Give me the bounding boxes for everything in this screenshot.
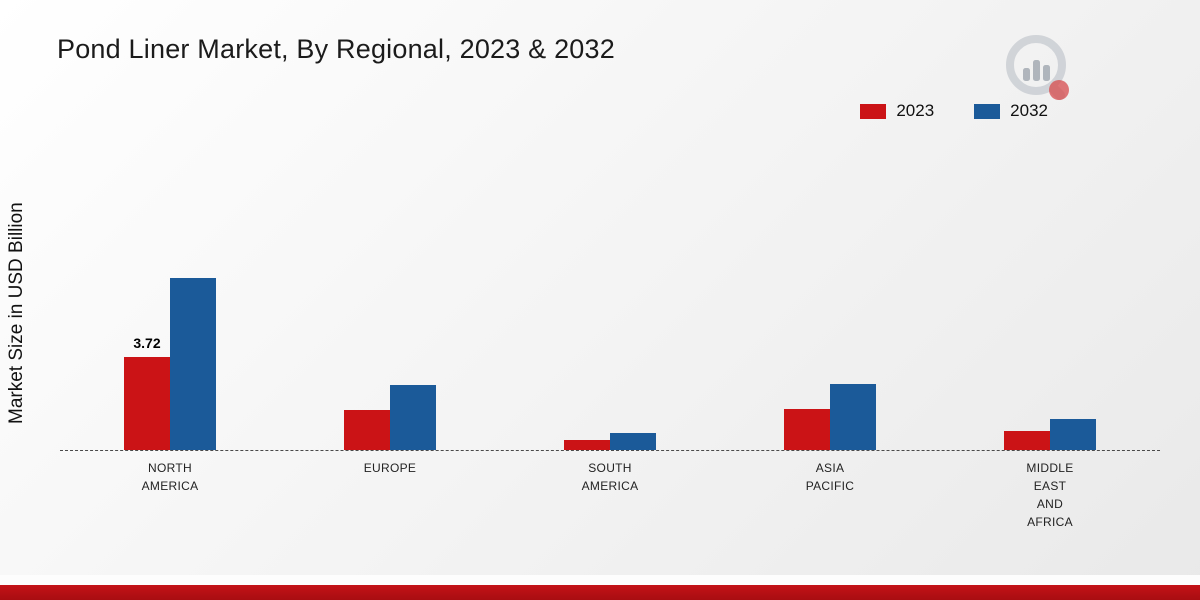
- bar-groups: 3.72: [60, 150, 1160, 450]
- legend-label-2023: 2023: [896, 101, 935, 120]
- plot-area: 3.72: [60, 150, 1160, 451]
- magnifier-chart-logo-icon: [1006, 35, 1069, 101]
- bar-group-south-america: [500, 150, 720, 450]
- chart-title: Pond Liner Market, By Regional, 2023 & 2…: [57, 34, 615, 64]
- bar-group-asia-pacific: [720, 150, 940, 450]
- bar-group-europe: [280, 150, 500, 450]
- footer-red-bar: [0, 585, 1200, 600]
- bar-2023-north-america[interactable]: 3.72: [124, 335, 170, 450]
- category-label-north-america: NORTH AMERICA: [141, 461, 199, 493]
- bar-2023-south-america[interactable]: [564, 440, 610, 450]
- bar-2032-europe[interactable]: [390, 385, 436, 450]
- legend-item-2023[interactable]: 2023: [860, 101, 934, 121]
- bar-value-label-north-america-2023: 3.72: [133, 335, 161, 351]
- x-axis-baseline: [60, 450, 1160, 451]
- legend-swatch-2032: [974, 103, 1001, 119]
- legend-swatch-2023: [860, 103, 887, 119]
- footer-white-band: [0, 575, 1200, 585]
- brand-logo: [996, 28, 1080, 117]
- bar-group-middle-east-and-africa: [940, 150, 1160, 450]
- category-labels: NORTH AMERICA EUROPE SOUTH AMERICA ASIA PAC…: [60, 459, 1160, 531]
- bar-2023-asia-pacific[interactable]: [784, 408, 830, 450]
- bar-group-north-america: 3.72: [60, 150, 280, 450]
- bar-2032-north-america[interactable]: [170, 277, 216, 450]
- bar-2032-south-america[interactable]: [610, 432, 656, 450]
- bar-2023-middle-east-and-africa[interactable]: [1004, 431, 1050, 450]
- bar-2032-middle-east-and-africa[interactable]: [1050, 418, 1096, 450]
- category-label-europe: EUROPE: [363, 461, 417, 475]
- category-label-asia-pacific: ASIA PACIFIC: [805, 461, 855, 493]
- category-label-south-america: SOUTH AMERICA: [581, 461, 639, 493]
- legend-label-2032: 2032: [1010, 101, 1048, 120]
- y-axis-label: Market Size in USD Billion: [6, 202, 27, 424]
- legend: 2023 2032: [860, 101, 1048, 121]
- bar-2032-asia-pacific[interactable]: [830, 383, 876, 450]
- bar-2023-europe[interactable]: [344, 410, 390, 450]
- legend-item-2032[interactable]: 2032: [974, 101, 1048, 121]
- category-label-middle-east-and-africa: MIDDLE EAST AND AFRICA: [1026, 461, 1074, 529]
